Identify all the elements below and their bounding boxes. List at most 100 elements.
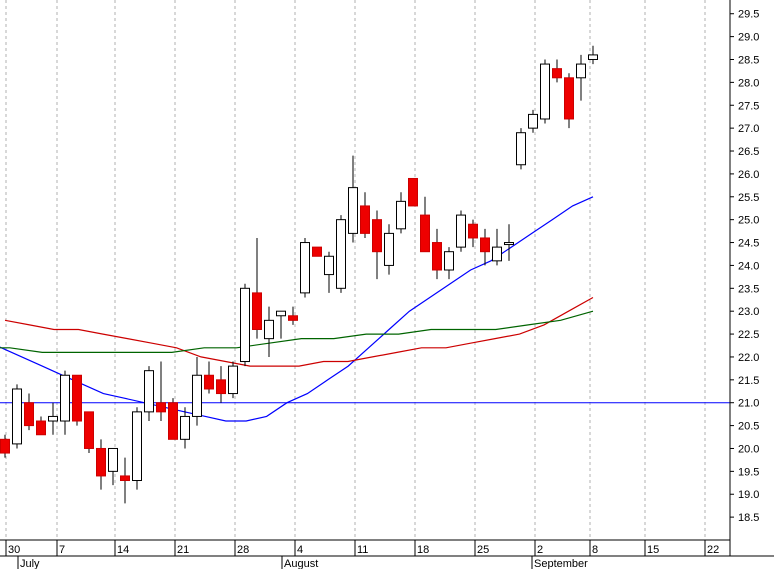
candle-body: [264, 319, 274, 340]
candle-body: [36, 420, 46, 436]
candle-body: [468, 223, 478, 239]
candle-body: [540, 63, 550, 120]
candle-body: [444, 251, 454, 271]
x-tick-label: 2: [537, 544, 543, 556]
candle: [192, 356, 202, 426]
y-tick-label: 19.5: [738, 466, 759, 478]
y-tick-label: 28.5: [738, 54, 759, 66]
candle-body: [324, 255, 334, 276]
candle-body: [336, 219, 346, 289]
candle-body: [216, 379, 226, 395]
candle-body: [348, 187, 358, 234]
candle: [540, 59, 550, 124]
candle: [288, 306, 298, 325]
x-tick-label: 15: [647, 544, 659, 556]
y-tick-label: 27.5: [738, 100, 759, 112]
candle-body: [192, 374, 202, 417]
candle-body: [384, 232, 394, 266]
candle: [72, 374, 82, 426]
candle-body: [288, 315, 298, 321]
y-tick-label: 24.0: [738, 260, 759, 272]
candle-body: [144, 370, 154, 413]
candle: [24, 393, 34, 431]
x-tick-label: 7: [59, 544, 65, 556]
candle-body: [180, 415, 190, 440]
y-tick-label: 20.5: [738, 421, 759, 433]
candle: [324, 251, 334, 293]
y-axis-ticks: 18.5 19.0 19.5 20.0 20.5 21.0 21.5 22.0 22.5 23.0…: [730, 9, 759, 524]
candle: [12, 384, 22, 449]
candle-body: [432, 242, 442, 271]
candle: [552, 59, 562, 83]
candle-body: [480, 237, 490, 253]
x-tick-label: 14: [117, 544, 129, 556]
candle-group: [0, 45, 598, 504]
candle-body: [516, 132, 526, 166]
candle-body: [456, 214, 466, 248]
candle-body: [84, 411, 94, 449]
x-tick-label: 25: [477, 544, 489, 556]
candle: [360, 192, 370, 238]
month-label: August: [284, 558, 318, 569]
candle: [132, 407, 142, 490]
candle-body: [252, 292, 262, 330]
candle: [276, 310, 286, 339]
candle: [420, 196, 430, 253]
candle: [36, 416, 46, 436]
candle: [108, 447, 118, 486]
y-tick-label: 29.0: [738, 32, 759, 44]
y-tick-label: 26.5: [738, 146, 759, 158]
candle: [576, 54, 586, 101]
candle-body: [504, 242, 514, 246]
vertical-gridlines: [5, 0, 706, 540]
candle-body: [276, 310, 286, 317]
candle-body: [132, 411, 142, 482]
candle: [204, 361, 214, 394]
candle: [444, 247, 454, 280]
candle-body: [492, 246, 502, 262]
y-tick-label: 27.0: [738, 123, 759, 135]
candle: [96, 439, 106, 490]
candle-body: [576, 63, 586, 79]
moving-average-line: [4, 296, 594, 367]
candle: [480, 228, 490, 266]
candle: [564, 73, 574, 129]
candle: [240, 283, 250, 367]
month-label: September: [534, 558, 588, 569]
x-tick-label: 4: [297, 544, 303, 556]
x-tick-label: 8: [592, 544, 598, 556]
y-tick-label: 20.0: [738, 443, 759, 455]
candle: [144, 366, 154, 422]
y-tick-label: 28.0: [738, 77, 759, 89]
candle-body: [528, 113, 538, 129]
candle: [408, 177, 418, 207]
x-tick-label: 28: [237, 544, 249, 556]
candle: [216, 366, 226, 403]
candle: [60, 370, 70, 435]
candle: [348, 155, 358, 243]
candle: [168, 398, 178, 440]
candle: [528, 109, 538, 133]
candle: [180, 407, 190, 449]
candle: [456, 210, 466, 252]
candle-body: [552, 68, 562, 79]
y-tick-label: 29.5: [738, 9, 759, 21]
candle-body: [240, 287, 250, 363]
candle: [432, 228, 442, 280]
y-tick-label: 19.0: [738, 489, 759, 501]
y-tick-label: 25.5: [738, 192, 759, 204]
y-tick-label: 23.0: [738, 306, 759, 318]
candle-body: [408, 177, 418, 207]
candle-body: [372, 219, 382, 253]
candle: [312, 246, 322, 257]
x-tick-label: 22: [707, 544, 719, 556]
y-tick-label: 25.0: [738, 215, 759, 227]
candle-body: [588, 54, 598, 60]
candle-body: [360, 205, 370, 234]
y-tick-label: 22.0: [738, 352, 759, 364]
candle-body: [396, 200, 406, 230]
candle-body: [108, 447, 118, 472]
candle: [120, 457, 130, 504]
